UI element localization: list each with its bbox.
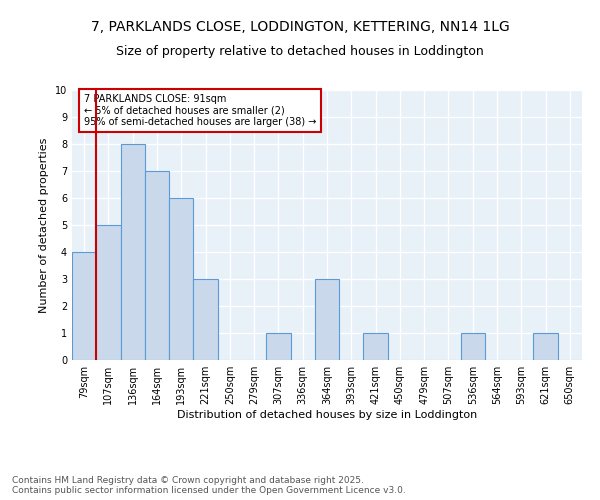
- Bar: [193, 279, 218, 360]
- Bar: [169, 198, 193, 360]
- Bar: [266, 333, 290, 360]
- Bar: [533, 333, 558, 360]
- Bar: [121, 144, 145, 360]
- Bar: [461, 333, 485, 360]
- X-axis label: Distribution of detached houses by size in Loddington: Distribution of detached houses by size …: [177, 410, 477, 420]
- Y-axis label: Number of detached properties: Number of detached properties: [40, 138, 49, 312]
- Bar: [315, 279, 339, 360]
- Text: 7, PARKLANDS CLOSE, LODDINGTON, KETTERING, NN14 1LG: 7, PARKLANDS CLOSE, LODDINGTON, KETTERIN…: [91, 20, 509, 34]
- Bar: [364, 333, 388, 360]
- Text: 7 PARKLANDS CLOSE: 91sqm
← 5% of detached houses are smaller (2)
95% of semi-det: 7 PARKLANDS CLOSE: 91sqm ← 5% of detache…: [84, 94, 317, 127]
- Text: Size of property relative to detached houses in Loddington: Size of property relative to detached ho…: [116, 45, 484, 58]
- Bar: [145, 171, 169, 360]
- Bar: [96, 225, 121, 360]
- Text: Contains HM Land Registry data © Crown copyright and database right 2025.
Contai: Contains HM Land Registry data © Crown c…: [12, 476, 406, 495]
- Bar: [72, 252, 96, 360]
